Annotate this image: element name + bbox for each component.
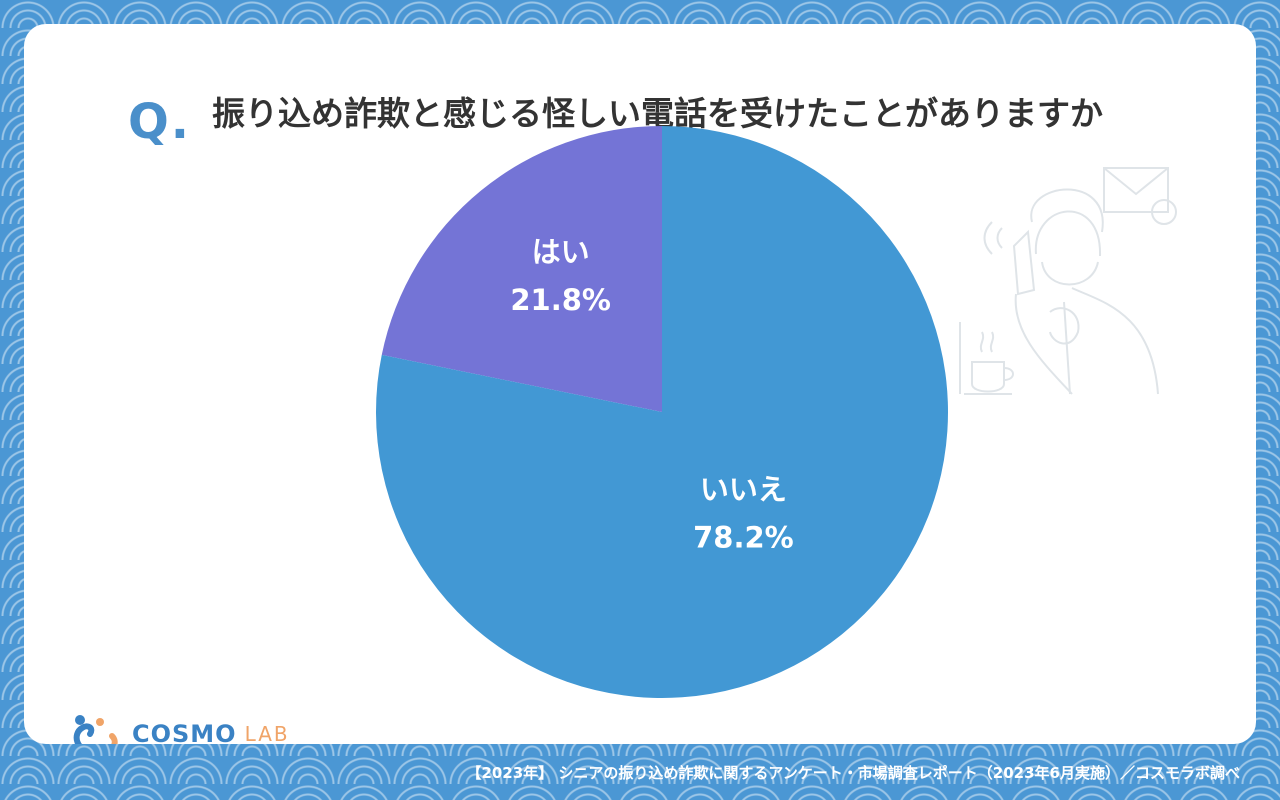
pie-chart: はい 21.8% いいえ 78.2% [376,125,948,698]
logo-text-lab: LAB [244,722,290,744]
logo: COSMO LAB [70,712,290,744]
question-mark: Q. [128,94,192,150]
chart-card: Q. 振り込め詐欺と感じる怪しい電話を受けたことがありますか はい 21 [24,24,1256,744]
logo-text: COSMO [132,720,237,744]
slice-value-yes: 21.8% [510,283,611,317]
slice-label-yes: はい [532,235,590,269]
source-note: 【2023年】 シニアの振り込め詐欺に関するアンケート・市場調査レポート（202… [466,764,1240,782]
elderly-man-phone-icon [959,167,1177,395]
cosmo-lab-logo-icon [73,715,118,744]
slice-value-no: 78.2% [693,521,794,555]
pie-slice-yes [381,126,662,412]
slice-label-no: いいえ [700,473,787,507]
pie-slice-no [376,125,948,698]
